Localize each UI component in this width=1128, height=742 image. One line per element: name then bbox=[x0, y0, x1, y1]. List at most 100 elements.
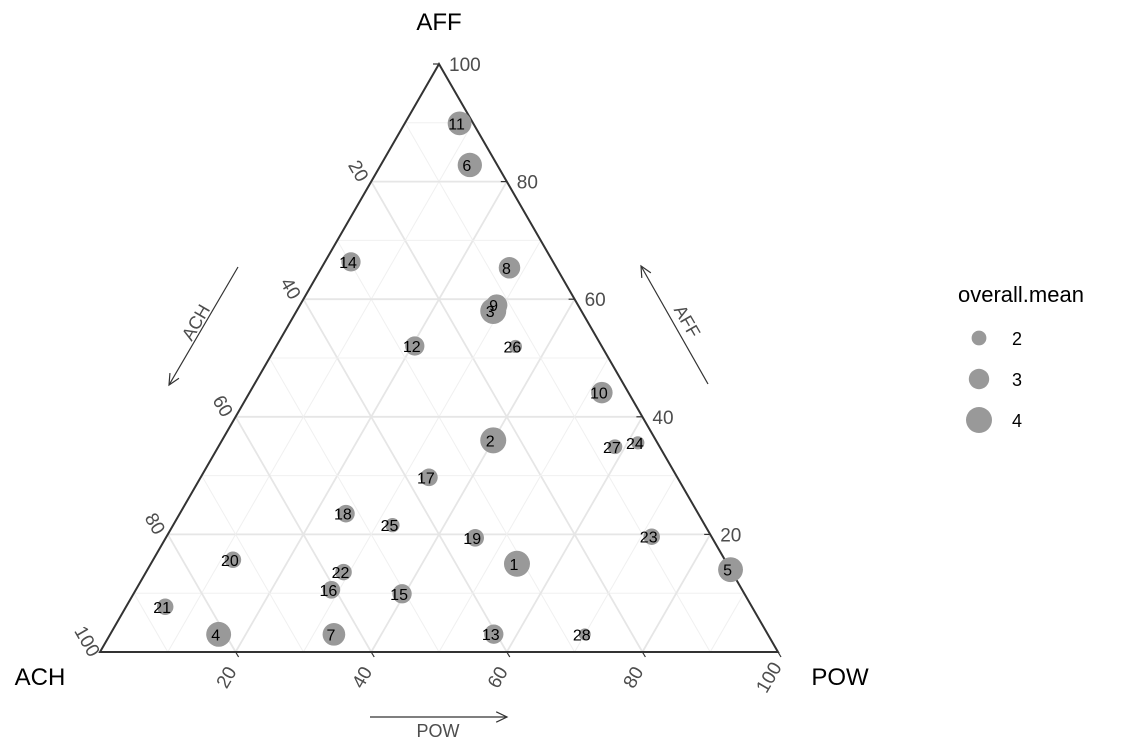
legend-key bbox=[966, 407, 992, 433]
axis-title-ach: ACH bbox=[178, 301, 214, 344]
data-point bbox=[643, 528, 660, 545]
point-label: 24 bbox=[626, 436, 644, 453]
tick-mark-ach bbox=[370, 176, 375, 182]
data-point bbox=[503, 550, 530, 577]
legend-label: 3 bbox=[1012, 370, 1022, 390]
tick-label-pow: 60 bbox=[484, 663, 513, 692]
point-label: 3 bbox=[486, 304, 495, 321]
tick-mark-pow bbox=[370, 651, 375, 658]
data-point bbox=[578, 628, 591, 641]
tick-mark-pow bbox=[506, 651, 511, 658]
tick-label-ach: 60 bbox=[208, 392, 237, 421]
point-label: 18 bbox=[334, 507, 352, 524]
data-point bbox=[484, 624, 504, 644]
tick-label-pow: 20 bbox=[213, 663, 242, 692]
data-point bbox=[322, 623, 346, 646]
point-label: 12 bbox=[403, 339, 421, 356]
vertex-labels: AFF ACH POW bbox=[15, 9, 869, 691]
tick-label-pow: 80 bbox=[620, 663, 649, 692]
tick-label-ach: 20 bbox=[343, 157, 372, 186]
point-label: 11 bbox=[448, 116, 465, 133]
data-point bbox=[447, 111, 472, 136]
point-label: 17 bbox=[417, 470, 435, 487]
data-point bbox=[631, 436, 645, 450]
tick-label-ach: 100 bbox=[69, 623, 103, 661]
axis-ticks: 20 20 20 40 40 40 60 60 60 80 80 80 100 100 100 bbox=[69, 55, 786, 697]
tick-mark-pow bbox=[641, 651, 646, 658]
aff-arrow-line bbox=[640, 265, 709, 385]
tick-mark-pow bbox=[777, 651, 782, 658]
point-label: 7 bbox=[326, 627, 335, 644]
data-point bbox=[392, 584, 412, 604]
grid-line-pow bbox=[167, 122, 474, 653]
legend-key bbox=[968, 368, 990, 390]
point-label: 25 bbox=[381, 518, 399, 535]
point-label: 2 bbox=[486, 433, 495, 450]
point-label: 26 bbox=[504, 339, 522, 356]
point-label: 5 bbox=[723, 563, 732, 580]
point-label: 28 bbox=[573, 627, 591, 644]
grid-line-ach bbox=[234, 416, 372, 653]
data-point bbox=[224, 551, 242, 569]
data-point bbox=[156, 598, 174, 616]
tick-label-pow: 40 bbox=[348, 663, 377, 692]
point-label: 13 bbox=[482, 627, 500, 644]
legend-key bbox=[971, 330, 987, 346]
ach-arrow-line bbox=[168, 266, 239, 386]
point-label: 19 bbox=[463, 531, 481, 548]
tick-mark-ach bbox=[235, 411, 240, 418]
tick-label-aff: 20 bbox=[720, 525, 741, 546]
point-label: 10 bbox=[590, 386, 608, 403]
tick-label-aff: 80 bbox=[517, 173, 538, 194]
axis-title-pow: POW bbox=[417, 721, 460, 741]
point-label: 15 bbox=[390, 587, 408, 604]
data-point bbox=[591, 381, 613, 404]
legend-label: 4 bbox=[1012, 411, 1022, 431]
grid-line-ach bbox=[269, 357, 440, 653]
data-point bbox=[480, 427, 507, 454]
data-point bbox=[466, 529, 485, 547]
point-label: 23 bbox=[640, 530, 658, 547]
point-label: 16 bbox=[320, 583, 338, 600]
legend-label: 2 bbox=[1012, 329, 1022, 349]
data-point bbox=[607, 439, 623, 455]
point-label: 9 bbox=[489, 298, 498, 315]
pow-arrow-head bbox=[495, 711, 509, 723]
grid-line-pow bbox=[506, 416, 644, 653]
point-label: 4 bbox=[211, 627, 220, 644]
data-point bbox=[457, 152, 482, 178]
point-label: 1 bbox=[510, 557, 519, 574]
data-point bbox=[335, 563, 352, 581]
axis-title-aff: AFF bbox=[670, 302, 704, 341]
grid-line-pow bbox=[709, 592, 745, 653]
aff-arrow-head bbox=[640, 264, 652, 279]
grid-line-pow bbox=[574, 475, 677, 653]
point-label: 6 bbox=[462, 158, 471, 175]
grid-line-ach bbox=[404, 122, 711, 653]
tick-label-aff: 40 bbox=[652, 408, 673, 429]
legend: overall.mean 2 3 4 bbox=[958, 282, 1084, 433]
vertex-label-ach: ACH bbox=[15, 664, 66, 691]
data-point bbox=[498, 257, 521, 279]
grid-line-ach bbox=[133, 592, 169, 653]
triangle-outline bbox=[98, 61, 780, 653]
tick-mark-ach bbox=[99, 646, 104, 653]
grid-line-pow bbox=[641, 533, 711, 653]
tick-label-pow: 100 bbox=[753, 659, 787, 697]
point-label: 21 bbox=[153, 600, 171, 617]
tick-label-aff: 60 bbox=[585, 290, 606, 311]
data-point bbox=[485, 294, 508, 316]
tick-mark-ach bbox=[302, 293, 307, 300]
vertex-label-pow: POW bbox=[811, 664, 869, 691]
grid-lines bbox=[133, 122, 745, 653]
tick-mark-pow bbox=[235, 651, 240, 658]
grid-line-ach bbox=[336, 240, 576, 653]
ach-arrow-head bbox=[168, 372, 180, 387]
legend-title: overall.mean bbox=[958, 282, 1084, 307]
data-points bbox=[156, 111, 743, 647]
point-label: 14 bbox=[339, 255, 357, 272]
tick-label-ach: 40 bbox=[275, 275, 304, 304]
data-point bbox=[508, 339, 523, 354]
triangle-frame bbox=[98, 61, 780, 653]
